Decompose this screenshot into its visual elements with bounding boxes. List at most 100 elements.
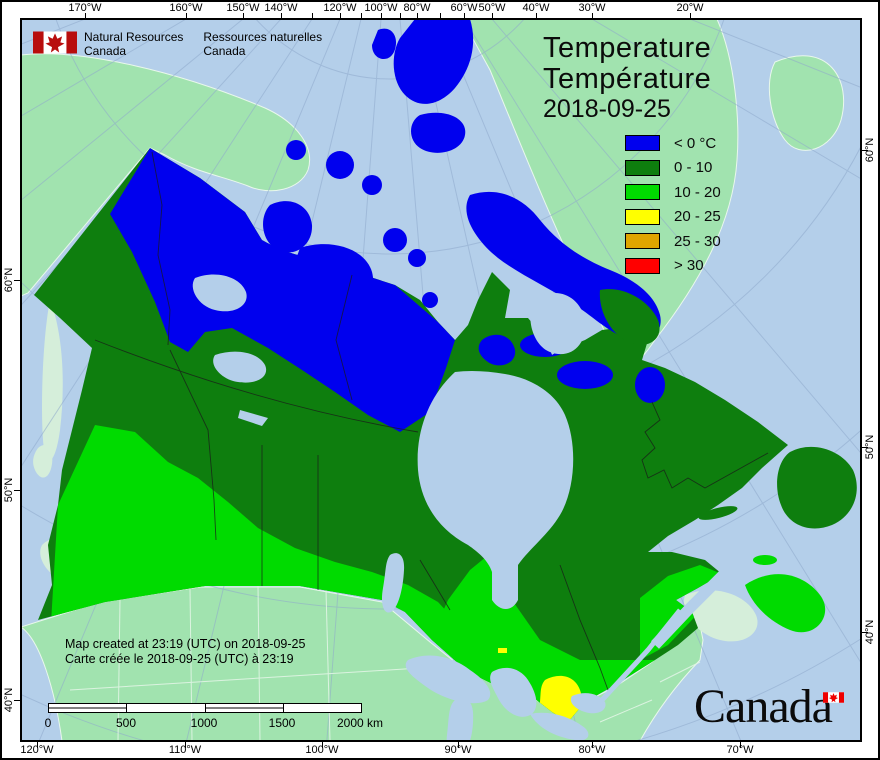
longitude-label-top: 40°W [522, 2, 550, 14]
longitude-label-bottom: 90°W [444, 744, 472, 756]
legend-label: < 0 °C [674, 134, 717, 152]
great-slave-lake [213, 351, 267, 383]
king-william-island [422, 292, 438, 308]
hot-dot-lake-huron-shore [498, 648, 507, 653]
axis-tick [281, 13, 282, 20]
longitude-label-top: 30°W [578, 2, 606, 14]
scale-segment [284, 704, 361, 712]
longitude-label-top: 80°W [403, 2, 431, 14]
legend-item: < 0 °C [625, 134, 721, 152]
legend-item: 25 - 30 [625, 232, 721, 250]
prince-patrick-island [286, 140, 306, 160]
ontario-quebec-border [559, 564, 609, 691]
signature-fr-line2: Canada [203, 43, 246, 58]
temperature-legend: < 0 °C 0 - 10 10 - 20 20 - 25 25 - 30 > 30 [625, 135, 721, 283]
wordmark-text: Canada [694, 680, 833, 733]
lake-erie [530, 712, 589, 741]
legend-swatch [625, 257, 660, 274]
scale-bar-labels: 0 500 1000 1500 2000 km [44, 716, 383, 730]
longitude-label-bottom: 120°W [20, 744, 54, 756]
legend-swatch [625, 159, 660, 176]
scale-label: 2000 km [336, 716, 384, 730]
canada-wordmark: Canada [694, 683, 864, 731]
title-date: 2018-09-25 [543, 95, 671, 123]
title-english: Temperature [543, 32, 712, 64]
legend-swatch [625, 135, 660, 151]
axel-heiberg-island [372, 28, 397, 60]
axis-tick [690, 13, 691, 20]
legend-swatch [625, 208, 660, 225]
longitude-label-top: 170°W [68, 2, 102, 14]
legend-label: 0 - 10 [674, 159, 713, 177]
longitude-label-top: 20°W [676, 2, 704, 14]
southampton-island [478, 334, 516, 366]
legend-label: 25 - 30 [674, 232, 721, 250]
creation-note-fr: Carte créée le 2018-09-25 (UTC) à 23:19 [65, 652, 294, 666]
axis-tick [861, 150, 868, 151]
bc-alberta-border [169, 349, 217, 541]
bc-coastal-strip [42, 300, 63, 461]
great-bear-lake [192, 274, 247, 312]
axis-tick [861, 632, 868, 633]
legend-item: 20 - 25 [625, 208, 721, 226]
map-title: Temperature Température 2018-09-25 [543, 33, 711, 124]
legend-item: 10 - 20 [625, 183, 721, 201]
longitude-label-top: 100°W [364, 2, 398, 14]
signature-en-line1: Natural Resources [84, 30, 184, 44]
axis-tick [14, 490, 21, 491]
map-frame [20, 18, 862, 742]
foxe-basin [530, 292, 586, 355]
axis-tick [312, 13, 313, 20]
prince-edward-island [753, 555, 777, 565]
legend-swatch [625, 184, 660, 201]
axis-tick [492, 13, 493, 20]
scale-segment [205, 704, 284, 712]
axis-tick [400, 13, 401, 20]
legend-label: 20 - 25 [674, 208, 721, 226]
scale-label: 0 [44, 716, 52, 730]
scale-bar: 0 500 1000 1500 2000 km [44, 703, 383, 730]
axis-tick [322, 741, 323, 748]
axis-tick [861, 447, 868, 448]
longitude-label-top: 160°W [169, 2, 203, 14]
axis-tick [740, 741, 741, 748]
nrcan-signature: Natural Resources Canada Ressources natu… [33, 30, 323, 58]
province-borders [94, 151, 769, 691]
scale-label: 1000 [190, 716, 218, 730]
axis-tick [440, 13, 441, 20]
somerset-island [408, 249, 426, 267]
legend-label: 10 - 20 [674, 183, 721, 201]
axis-tick [185, 741, 186, 748]
nova-scotia [745, 574, 826, 633]
longitude-label-bottom: 100°W [305, 744, 339, 756]
anticosti-island [698, 506, 738, 520]
lake-michigan [446, 698, 474, 741]
axis-tick [186, 13, 187, 20]
sub-zero-patch-labrador [635, 367, 665, 403]
prince-of-wales-island [383, 228, 407, 252]
axis-tick [85, 13, 86, 20]
axis-tick [417, 13, 418, 20]
usa-state-borders [69, 585, 701, 741]
banks-island [263, 201, 313, 253]
sub-zero-band-north [110, 148, 455, 432]
creation-notes: Map created at 23:19 (UTC) on 2018-09-25… [65, 637, 305, 667]
alaska-siberia-land [21, 53, 310, 297]
haida-gwaii-island [33, 444, 53, 478]
legend-item: 0 - 10 [625, 159, 721, 177]
arctic-islands [263, 19, 661, 366]
lake-ontario [570, 693, 606, 714]
scale-bar-graphic [48, 703, 362, 713]
creation-note-en: Map created at 23:19 (UTC) on 2018-09-25 [65, 637, 306, 651]
lake-huron [490, 667, 537, 717]
wordmark-flag-icon [823, 692, 844, 703]
longitude-label-top: 150°W [226, 2, 260, 14]
signature-fr-line1: Ressources naturelles [203, 30, 323, 44]
greenland-land [461, 19, 739, 373]
canada-flag-icon [33, 31, 77, 54]
st-lawrence-estuary [651, 564, 734, 649]
axis-tick [243, 13, 244, 20]
lake-athabasca [238, 410, 268, 426]
title-french: Température [543, 63, 712, 95]
